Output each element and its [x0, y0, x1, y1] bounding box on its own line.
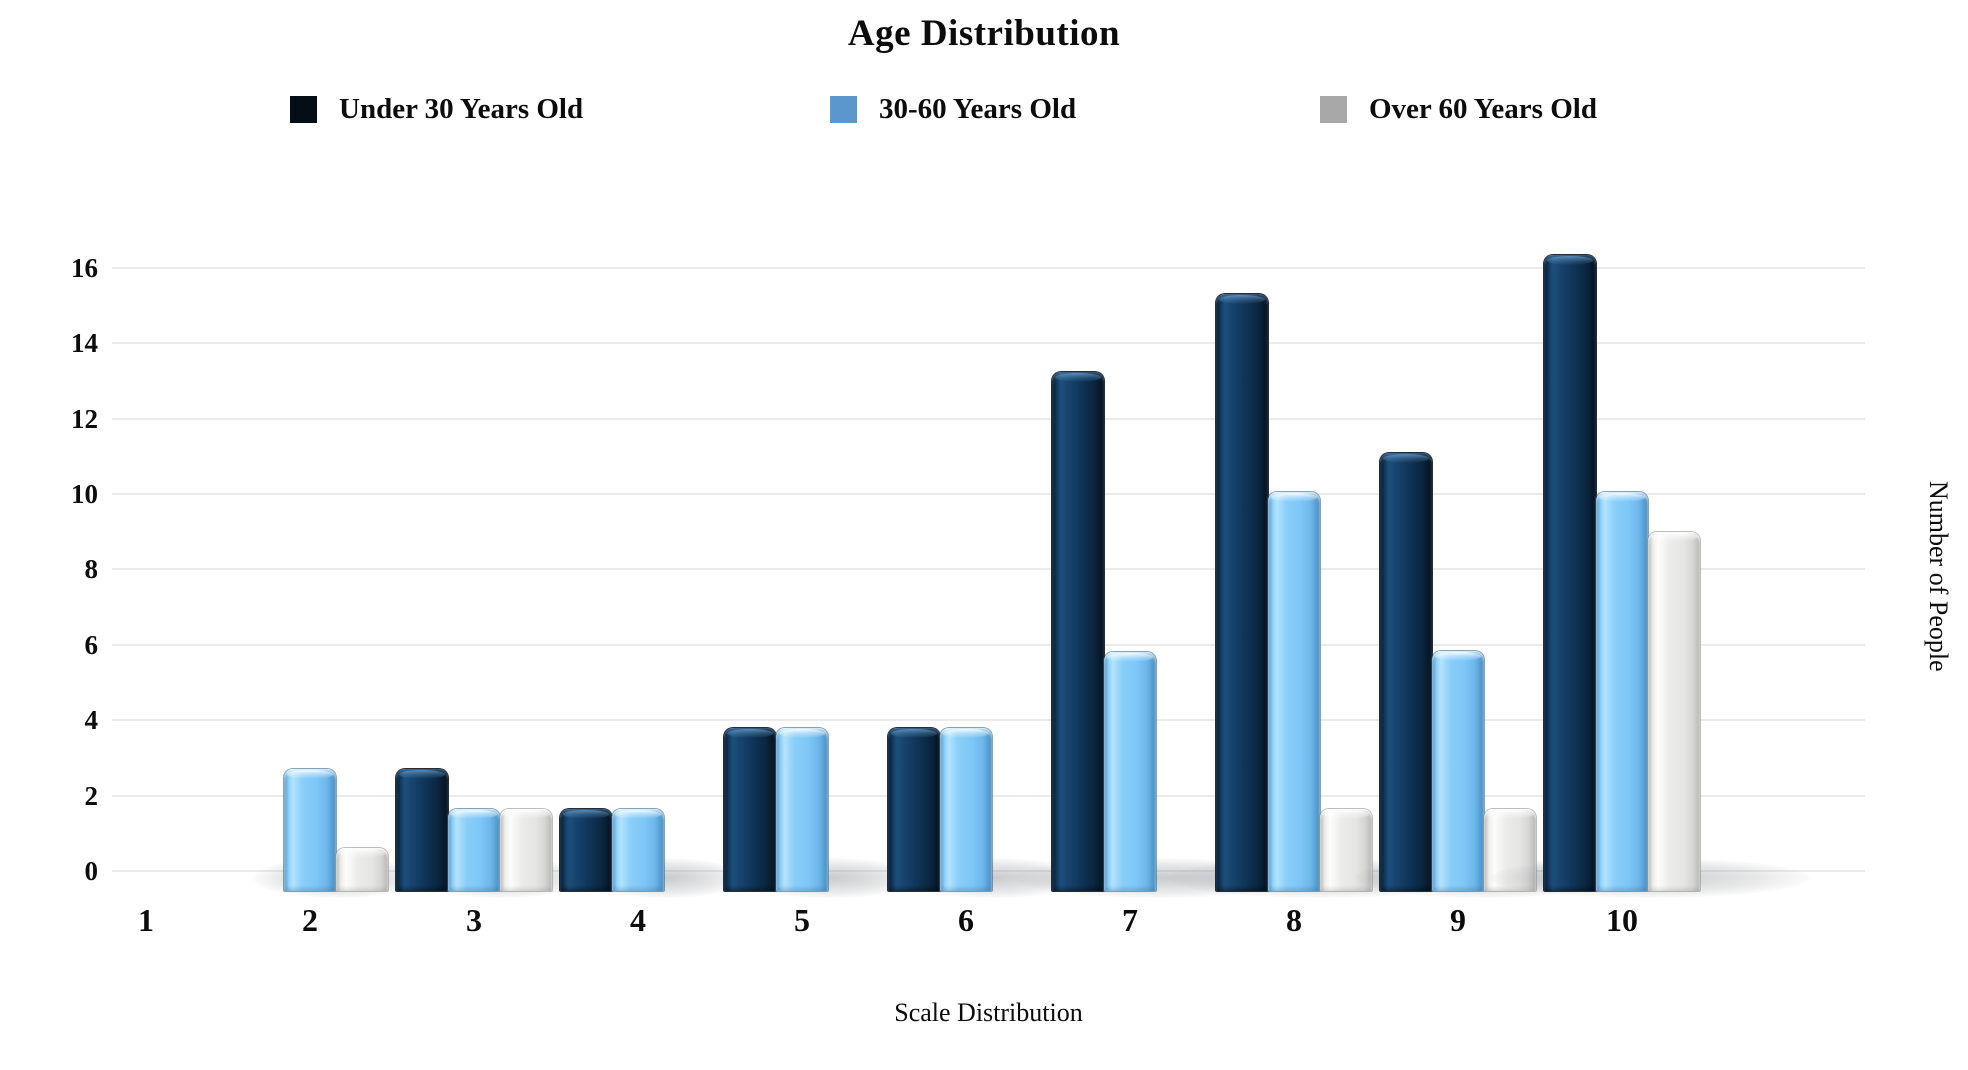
bar-series-1-cat-5[interactable] [724, 727, 776, 891]
bar-series-2-cat-4[interactable] [612, 808, 664, 891]
legend-swatch-icon [290, 95, 317, 123]
gridline-y-16 [112, 266, 1865, 269]
y-tick-label-10: 10 [71, 479, 98, 510]
bar-series-3-cat-9[interactable] [1484, 808, 1536, 891]
bar-series-2-cat-6[interactable] [940, 727, 992, 891]
gridline-y-12 [112, 417, 1865, 420]
legend-swatch-icon [830, 95, 857, 123]
y-tick-label-14: 14 [71, 328, 98, 359]
y-tick-label-6: 6 [84, 629, 99, 660]
x-tick-label-10: 10 [1606, 902, 1638, 938]
y-tick-label-0: 0 [84, 856, 99, 886]
bar-series-2-cat-5[interactable] [776, 727, 828, 891]
gridline-y-6 [112, 643, 1865, 646]
bar-series-1-cat-7[interactable] [1052, 371, 1104, 891]
legend-label: 30-60 Years Old [879, 92, 1077, 125]
gridline-y-14 [112, 342, 1865, 345]
x-tick-label-9: 9 [1450, 902, 1466, 938]
bar-series-1-cat-10[interactable] [1544, 254, 1596, 891]
x-tick-label-2: 2 [302, 902, 318, 938]
legend-swatch-icon [1320, 95, 1347, 123]
legend-label: Over 60 Years Old [1369, 92, 1597, 125]
y-tick-label-2: 2 [84, 780, 99, 811]
bar-series-1-cat-8[interactable] [1216, 294, 1268, 891]
bar-series-3-cat-8[interactable] [1320, 808, 1372, 891]
legend-item-1[interactable]: Under 30 Years Old [290, 86, 583, 132]
gridline-y-8 [112, 568, 1865, 571]
x-axis-title: Scale Distribution [894, 998, 1083, 1027]
x-tick-label-8: 8 [1286, 902, 1302, 938]
bar-series-2-cat-2[interactable] [284, 769, 336, 891]
legend-label: Under 30 Years Old [339, 92, 584, 125]
x-tick-label-7: 7 [1122, 902, 1138, 938]
legend-item-3[interactable]: Over 60 Years Old [1320, 86, 1597, 132]
x-tick-label-4: 4 [630, 902, 646, 938]
bar-series-1-cat-9[interactable] [1380, 452, 1432, 891]
bar-series-3-cat-2[interactable] [336, 848, 388, 891]
bar-series-2-cat-7[interactable] [1104, 652, 1156, 891]
bar-series-2-cat-9[interactable] [1432, 650, 1484, 891]
legend-item-2[interactable]: 30-60 Years Old [830, 86, 1076, 132]
bar-series-1-cat-3[interactable] [396, 769, 448, 891]
gridline-y-10 [112, 493, 1865, 496]
bar-series-1-cat-4[interactable] [560, 808, 612, 891]
chart-title: Age Distribution [847, 13, 1121, 54]
bar-series-3-cat-3[interactable] [500, 808, 552, 891]
y-tick-label-12: 12 [71, 403, 98, 434]
bar-series-1-cat-6[interactable] [888, 727, 940, 891]
y-axis-title: Number of People [1924, 480, 1953, 672]
gridline-y-4 [112, 719, 1865, 722]
bar-series-2-cat-3[interactable] [448, 808, 500, 891]
bar-series-2-cat-8[interactable] [1268, 492, 1320, 891]
x-tick-label-6: 6 [958, 902, 974, 938]
y-tick-label-8: 8 [84, 554, 99, 585]
bar-series-3-cat-10[interactable] [1648, 531, 1700, 891]
x-tick-label-1: 1 [138, 902, 154, 938]
x-tick-label-3: 3 [466, 902, 482, 938]
bar-series-2-cat-10[interactable] [1596, 492, 1648, 891]
y-tick-label-4: 4 [84, 705, 99, 736]
y-tick-label-16: 16 [71, 252, 98, 283]
x-tick-label-5: 5 [794, 902, 810, 938]
